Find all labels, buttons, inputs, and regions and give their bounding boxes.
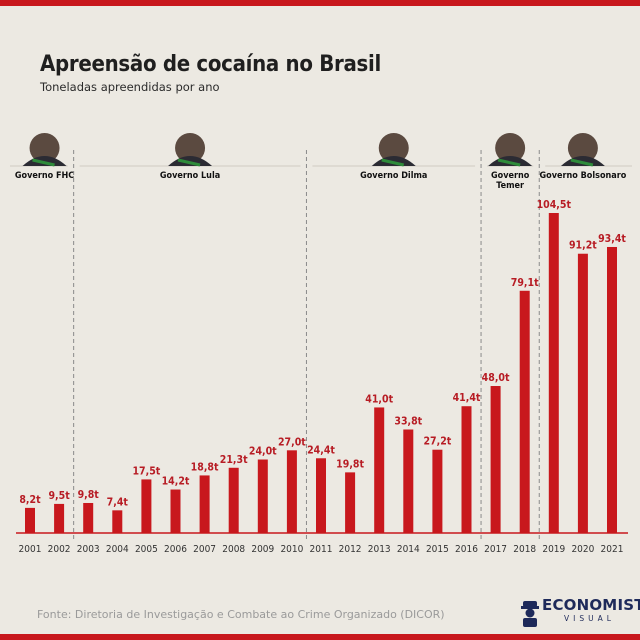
x-tick-label: 2003: [77, 544, 100, 555]
government-label: Governo Bolsonaro: [540, 171, 627, 181]
government-portrait: [175, 133, 206, 163]
x-tick-label: 2013: [368, 544, 391, 555]
x-tick-label: 2005: [135, 544, 158, 555]
reporter-icon: [521, 601, 539, 627]
government-portrait: [29, 133, 60, 163]
data-label: 33,8t: [394, 415, 422, 427]
x-tick-label: 2012: [339, 544, 362, 555]
bar: [25, 507, 35, 533]
government-portrait-body: [168, 156, 213, 166]
data-label: 91,2t: [569, 240, 597, 252]
x-tick-label: 2017: [484, 544, 507, 555]
government-label: Temer: [496, 181, 524, 191]
government-portrait-body: [22, 156, 67, 166]
x-tick-label: 2004: [106, 544, 129, 555]
bar: [286, 450, 297, 533]
chart-subtitle: Toneladas apreendidas por ano: [40, 80, 220, 94]
x-tick-label: 2006: [164, 544, 187, 555]
data-label: 24,4t: [307, 444, 335, 456]
bar: [54, 503, 65, 533]
government-label: Governo: [491, 171, 530, 181]
government-portrait: [378, 133, 409, 163]
bar: [577, 253, 588, 533]
x-tick-label: 2011: [310, 544, 333, 555]
source-note: Fonte: Diretoria de Investigação e Comba…: [37, 608, 445, 621]
data-label: 41,0t: [365, 393, 393, 405]
bar: [519, 290, 530, 533]
logo-wordmark: ECONOMISTA: [542, 596, 640, 614]
data-label: 27,2t: [423, 436, 451, 448]
bar: [490, 386, 501, 533]
data-label: 79,1t: [511, 277, 539, 289]
data-label: 17,5t: [132, 465, 160, 477]
presidential-sash: [177, 158, 201, 167]
bar: [607, 246, 617, 534]
bar: [374, 407, 385, 533]
presidential-sash: [570, 158, 594, 167]
bar: [548, 213, 559, 533]
data-label: 24,0t: [249, 446, 277, 458]
x-tick-label: 2018: [513, 544, 536, 555]
presidential-sash: [497, 158, 521, 167]
x-tick-label: 2021: [601, 544, 624, 555]
data-label: 7,4t: [107, 496, 129, 508]
data-label: 48,0t: [482, 372, 510, 384]
data-label: 41,4t: [453, 392, 481, 404]
bar: [257, 459, 268, 533]
x-tick-label: 2020: [571, 544, 594, 555]
presidential-sash: [32, 158, 55, 167]
government-portrait: [495, 133, 526, 163]
data-label: 27,0t: [278, 436, 306, 448]
data-label: 93,4t: [598, 233, 626, 245]
brand-logo: ECONOMISTA VISUAL: [520, 596, 640, 630]
bar: [403, 429, 414, 533]
bar: [170, 489, 181, 533]
data-label: 18,8t: [191, 461, 219, 473]
data-label: 9,8t: [78, 489, 100, 501]
bottom-border: [0, 634, 640, 640]
x-tick-label: 2015: [426, 544, 449, 555]
x-tick-label: 2001: [19, 544, 42, 555]
x-tick-label: 2002: [48, 544, 71, 555]
logo-subword: VISUAL: [564, 614, 615, 623]
government-portrait-body: [371, 156, 416, 166]
bar: [228, 467, 239, 533]
data-label: 19,8t: [336, 458, 364, 470]
government-portrait: [567, 133, 598, 163]
chart-title: Apreensão de cocaína no Brasil: [40, 52, 381, 77]
data-label: 9,5t: [48, 490, 70, 502]
x-tick-label: 2016: [455, 544, 478, 555]
presidential-sash: [381, 158, 405, 167]
x-tick-label: 2010: [280, 544, 303, 555]
top-border: [0, 0, 640, 6]
x-tick-label: 2009: [251, 544, 274, 555]
government-label: Governo Lula: [160, 171, 220, 181]
data-label: 14,2t: [162, 476, 190, 488]
bar: [316, 458, 326, 533]
government-label: Governo FHC: [15, 171, 74, 181]
government-portrait-body: [560, 156, 605, 166]
data-label: 8,2t: [19, 494, 41, 506]
bar: [141, 479, 152, 533]
x-tick-label: 2007: [193, 544, 216, 555]
data-label: 21,3t: [220, 454, 248, 466]
bar: [199, 475, 210, 533]
data-label: 104,5t: [537, 199, 572, 211]
bar: [83, 502, 94, 533]
bar: [461, 406, 472, 533]
x-tick-label: 2014: [397, 544, 420, 555]
x-tick-label: 2008: [222, 544, 245, 555]
bar: [112, 510, 123, 533]
bar: [432, 449, 443, 533]
government-label: Governo Dilma: [360, 171, 427, 181]
bar: [345, 472, 356, 533]
government-portrait-body: [488, 156, 533, 166]
x-tick-label: 2019: [542, 544, 565, 555]
